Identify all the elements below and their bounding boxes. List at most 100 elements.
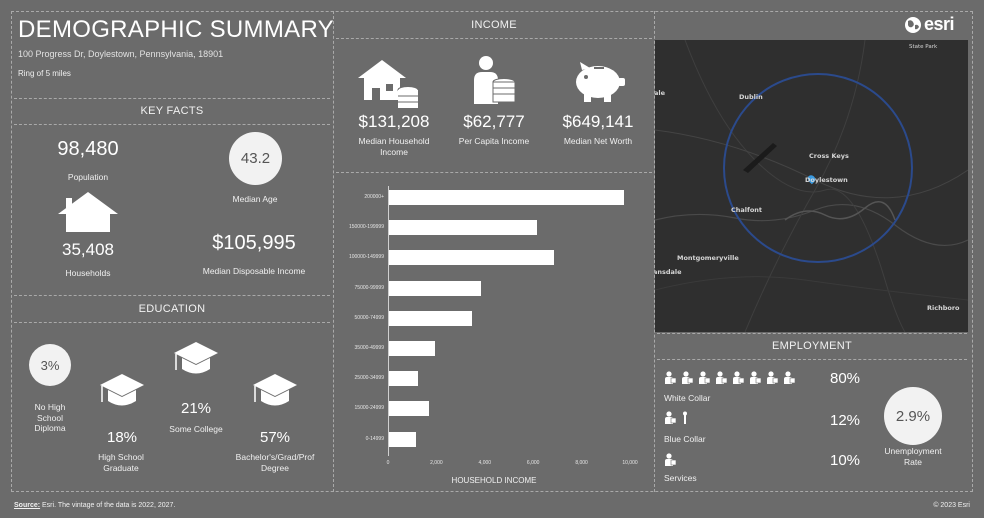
graduation-cap-icon (100, 374, 144, 406)
footer-source-label: Source: (14, 502, 41, 509)
esri-logo: esri (904, 14, 955, 35)
blue-collar-label: Blue Collar (664, 434, 706, 444)
disposable-income-value: $105,995 (212, 232, 296, 254)
office-worker-icon (750, 371, 761, 384)
office-worker-icon (665, 411, 676, 424)
x-tick-label: 2,000 (430, 460, 443, 466)
bar (389, 401, 429, 417)
divider (333, 11, 334, 492)
map-label-dublin: Dublin (739, 93, 763, 101)
no-hs-label: No High School Diploma (34, 402, 66, 434)
map-label-montgomeryville: Montgomeryville (677, 254, 739, 262)
office-worker-icon (682, 371, 693, 384)
disposable-income-label: Median Disposable Income (202, 266, 306, 276)
bar-category-label: 0-14999 (365, 435, 384, 442)
per-capita-value: $62,777 (463, 112, 525, 131)
map-label-doylestown: Doylestown (805, 176, 848, 184)
population-value: 98,480 (57, 138, 119, 160)
white-collar-label: White Collar (664, 393, 711, 403)
blue-collar-value: 12% (830, 412, 861, 429)
divider (336, 172, 652, 173)
education-title: EDUCATION (138, 303, 206, 315)
services-value: 10% (830, 452, 861, 469)
map-label-lansdale: ansdale (655, 268, 682, 276)
x-tick-label: 8,000 (575, 460, 588, 466)
divider (336, 38, 652, 39)
median-household-label: Median Household Income (358, 136, 430, 157)
dashboard-frame (11, 11, 973, 492)
median-age-circle: 43.2 (229, 132, 282, 185)
bachelors-value: 57% (259, 429, 291, 446)
households-value: 35,408 (62, 240, 114, 259)
bar-category-label: 200000+ (364, 194, 384, 200)
blue-collar-icons (665, 411, 688, 424)
bar-category-label: 150000-199999 (348, 224, 384, 231)
service-worker-icon (665, 453, 676, 466)
bar-category-label: 35000-49999 (354, 345, 384, 351)
no-hs-value: 3% (40, 357, 60, 373)
chart-axis (388, 186, 389, 456)
esri-logo-text: esri (924, 14, 955, 34)
net-worth-label: Median Net Worth (563, 136, 633, 146)
bar (389, 341, 435, 356)
bar (389, 220, 537, 236)
office-worker-icon (733, 371, 744, 384)
white-collar-icons (665, 371, 795, 384)
bar (389, 250, 554, 266)
divider (654, 11, 655, 492)
population-label: Population (67, 172, 109, 182)
map-label-chalfont: Chalfont (731, 206, 763, 214)
bar (389, 280, 481, 296)
office-worker-icon (665, 371, 676, 384)
services-icons (665, 453, 676, 466)
some-college-label: Some College (169, 424, 223, 434)
map-label-cross-keys: Cross Keys (809, 152, 849, 160)
office-worker-icon (784, 371, 795, 384)
wrench-icon (683, 411, 687, 424)
map-label-lansdale-partial: ale (655, 89, 666, 97)
piggy-bank-icon (576, 62, 625, 102)
house-coins-icon (358, 60, 419, 108)
bar-category-label: 25000-34999 (354, 375, 384, 382)
unemployment-label: Unemployment Rate (884, 446, 942, 467)
bar-category-label: 100000-149999 (348, 254, 384, 261)
unemployment-value: 2.9% (895, 407, 931, 425)
person-coins-icon (474, 56, 516, 104)
divider (14, 322, 330, 323)
median-age-value: 43.2 (240, 150, 271, 167)
house-icon (58, 192, 118, 232)
employment-title: EMPLOYMENT (771, 340, 852, 352)
office-worker-icon (767, 371, 778, 384)
median-age-label: Median Age (232, 194, 278, 204)
bachelors-label: Bachelor's/Grad/Prof Degree (235, 452, 315, 473)
map-panel[interactable]: State Park ale Dublin Cross Keys Doylest… (655, 40, 968, 332)
office-worker-icon (699, 371, 710, 384)
bar-category-label: 75000-99999 (354, 284, 384, 291)
some-college-value: 21% (180, 400, 212, 417)
hs-value: 18% (106, 429, 138, 446)
address: 100 Progress Dr, Doylestown, Pennsylvani… (18, 49, 224, 59)
footer-source-text: Esri. The vintage of the data is 2022, 2… (40, 502, 176, 509)
divider (657, 359, 967, 360)
office-worker-icon (716, 371, 727, 384)
divider (14, 98, 330, 99)
unemployment-circle: 2.9% (884, 387, 942, 445)
x-tick-label: 6,000 (526, 460, 540, 466)
footer-source: Source: Esri. The vintage of the data is… (14, 502, 175, 509)
map-label-richboro: Richboro (927, 304, 960, 312)
bar-category-label: 15000-24999 (354, 405, 384, 412)
no-hs-circle: 3% (29, 344, 71, 386)
hs-label: High School Graduate (98, 452, 144, 473)
net-worth-value: $649,141 (562, 112, 634, 131)
map-label-state-park: State Park (909, 44, 938, 50)
x-tick-label: 0 (386, 460, 390, 466)
divider (14, 124, 330, 125)
per-capita-label: Per Capita Income (458, 136, 530, 146)
bar (389, 431, 416, 447)
services-label: Services (664, 473, 697, 483)
income-title: INCOME (471, 19, 517, 31)
x-tick-label: 10,000 (622, 460, 638, 466)
bar-category-label: 50000-74999 (354, 314, 384, 321)
chart-xlabel: HOUSEHOLD INCOME (451, 476, 537, 485)
trade-area-ring (723, 73, 913, 263)
